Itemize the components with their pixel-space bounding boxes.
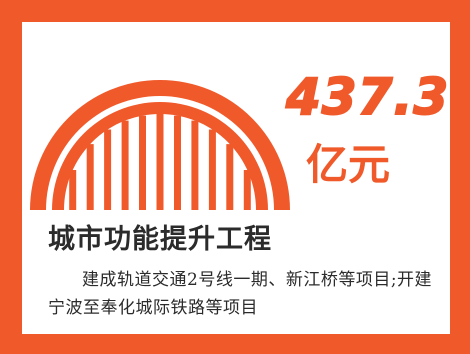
- bridge-hanger: [174, 115, 181, 210]
- description-text: 建成轨道交通2号线一期、新江桥等项目;开建宁波至奉化城际铁路等项目: [48, 270, 433, 318]
- headline-value: 437.3: [285, 68, 450, 126]
- bridge-hanger: [104, 129, 112, 210]
- section-title: 城市功能提升工程: [48, 224, 272, 255]
- bridge-hanger: [69, 170, 77, 210]
- bridge-arch-inner: [52, 102, 268, 210]
- bridge-hanger: [156, 114, 164, 210]
- bridge-arch-outer: [30, 80, 290, 210]
- frame-top-border: [0, 0, 470, 22]
- headline-unit: 亿元: [306, 140, 391, 189]
- bridge-hanger: [139, 115, 146, 210]
- bridge-hangers: [69, 114, 251, 210]
- bridge-hanger: [191, 120, 199, 210]
- frame-right-border: [450, 0, 470, 354]
- bridge-hanger: [226, 144, 234, 210]
- frame-left-border: [0, 0, 22, 354]
- bridge-arch-icon: [30, 80, 290, 210]
- bridge-hanger: [243, 170, 251, 210]
- frame-bottom-border: [0, 334, 470, 354]
- bridge-hanger: [121, 120, 129, 210]
- bridge-hanger: [208, 129, 216, 210]
- bridge-hanger: [86, 144, 94, 210]
